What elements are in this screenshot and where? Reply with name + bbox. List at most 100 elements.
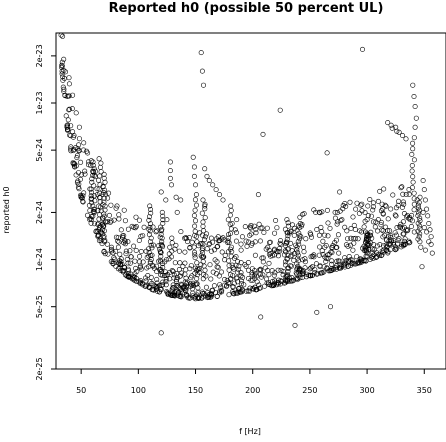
data-point — [160, 279, 166, 285]
data-point — [104, 241, 110, 247]
data-point — [169, 287, 175, 293]
data-point — [68, 144, 74, 150]
data-point — [410, 179, 416, 185]
data-point — [359, 208, 365, 214]
data-point — [133, 214, 139, 220]
data-point — [238, 247, 244, 253]
data-point — [324, 266, 330, 272]
data-point — [269, 282, 275, 288]
data-point — [303, 236, 309, 242]
data-point — [127, 260, 133, 266]
data-point — [76, 148, 82, 154]
data-point — [234, 275, 240, 281]
data-point — [143, 278, 149, 284]
data-point — [302, 259, 308, 265]
data-point — [402, 241, 408, 247]
data-point — [411, 157, 417, 163]
data-point — [178, 288, 184, 294]
data-point — [220, 197, 226, 203]
data-point — [169, 235, 175, 241]
data-point — [378, 253, 384, 259]
data-point — [393, 232, 399, 238]
x-tick-label: 250 — [302, 386, 317, 395]
data-point — [206, 242, 212, 248]
data-point — [193, 192, 199, 198]
data-point — [353, 235, 359, 241]
data-point — [375, 251, 381, 257]
data-point — [324, 150, 330, 156]
data-point — [295, 252, 301, 258]
data-point — [240, 274, 246, 280]
data-point — [329, 250, 335, 256]
data-point — [191, 164, 197, 170]
data-point — [160, 264, 166, 270]
data-point — [144, 282, 150, 288]
data-point — [295, 255, 301, 261]
data-point — [422, 197, 428, 203]
data-point — [81, 190, 87, 196]
data-point — [196, 267, 202, 273]
data-point — [88, 193, 94, 199]
data-point — [102, 207, 108, 213]
data-point — [426, 221, 432, 227]
data-point — [171, 272, 177, 278]
data-point — [345, 258, 351, 264]
data-point — [147, 239, 153, 245]
data-point — [182, 249, 188, 255]
data-point — [182, 279, 188, 285]
data-point — [412, 124, 418, 130]
data-point — [110, 261, 116, 267]
data-point — [252, 252, 258, 258]
data-point — [401, 211, 407, 217]
data-point — [160, 261, 166, 267]
data-point — [388, 206, 394, 212]
data-point — [165, 271, 171, 277]
data-point — [154, 276, 160, 282]
data-point — [108, 218, 114, 224]
data-point — [189, 239, 195, 245]
data-point — [158, 241, 164, 247]
x-tick-label: 50 — [76, 386, 86, 395]
data-point — [292, 322, 298, 328]
data-point — [160, 213, 166, 219]
data-point — [217, 288, 223, 294]
data-point — [136, 279, 142, 285]
data-point — [298, 234, 304, 240]
data-point — [102, 179, 108, 185]
data-point — [101, 199, 107, 205]
data-point — [399, 133, 405, 139]
data-point — [278, 267, 284, 273]
data-point — [311, 254, 317, 260]
data-point — [343, 257, 349, 263]
data-point — [322, 244, 328, 250]
data-point — [90, 162, 96, 168]
data-point — [379, 201, 385, 207]
y-tick-label: 2e-23 — [35, 44, 44, 67]
data-point — [246, 275, 252, 281]
data-point — [295, 269, 301, 275]
data-point — [300, 270, 306, 276]
data-point — [248, 277, 254, 283]
x-tick-label: 200 — [245, 386, 260, 395]
data-points — [58, 32, 435, 336]
data-point — [319, 248, 325, 254]
data-point — [398, 185, 404, 191]
data-point — [284, 255, 290, 261]
data-point — [278, 242, 284, 248]
data-point — [159, 239, 165, 245]
data-point — [190, 290, 196, 296]
data-point — [116, 239, 122, 245]
data-point — [180, 263, 186, 269]
data-point — [93, 228, 99, 234]
data-point — [187, 266, 193, 272]
data-point — [203, 284, 209, 290]
data-point — [327, 225, 333, 231]
data-point — [393, 213, 399, 219]
data-point — [214, 244, 220, 250]
data-point — [285, 272, 291, 278]
data-point — [137, 259, 143, 265]
data-point — [345, 236, 351, 242]
data-point — [228, 244, 234, 250]
data-point — [332, 215, 338, 221]
data-point — [383, 237, 389, 243]
